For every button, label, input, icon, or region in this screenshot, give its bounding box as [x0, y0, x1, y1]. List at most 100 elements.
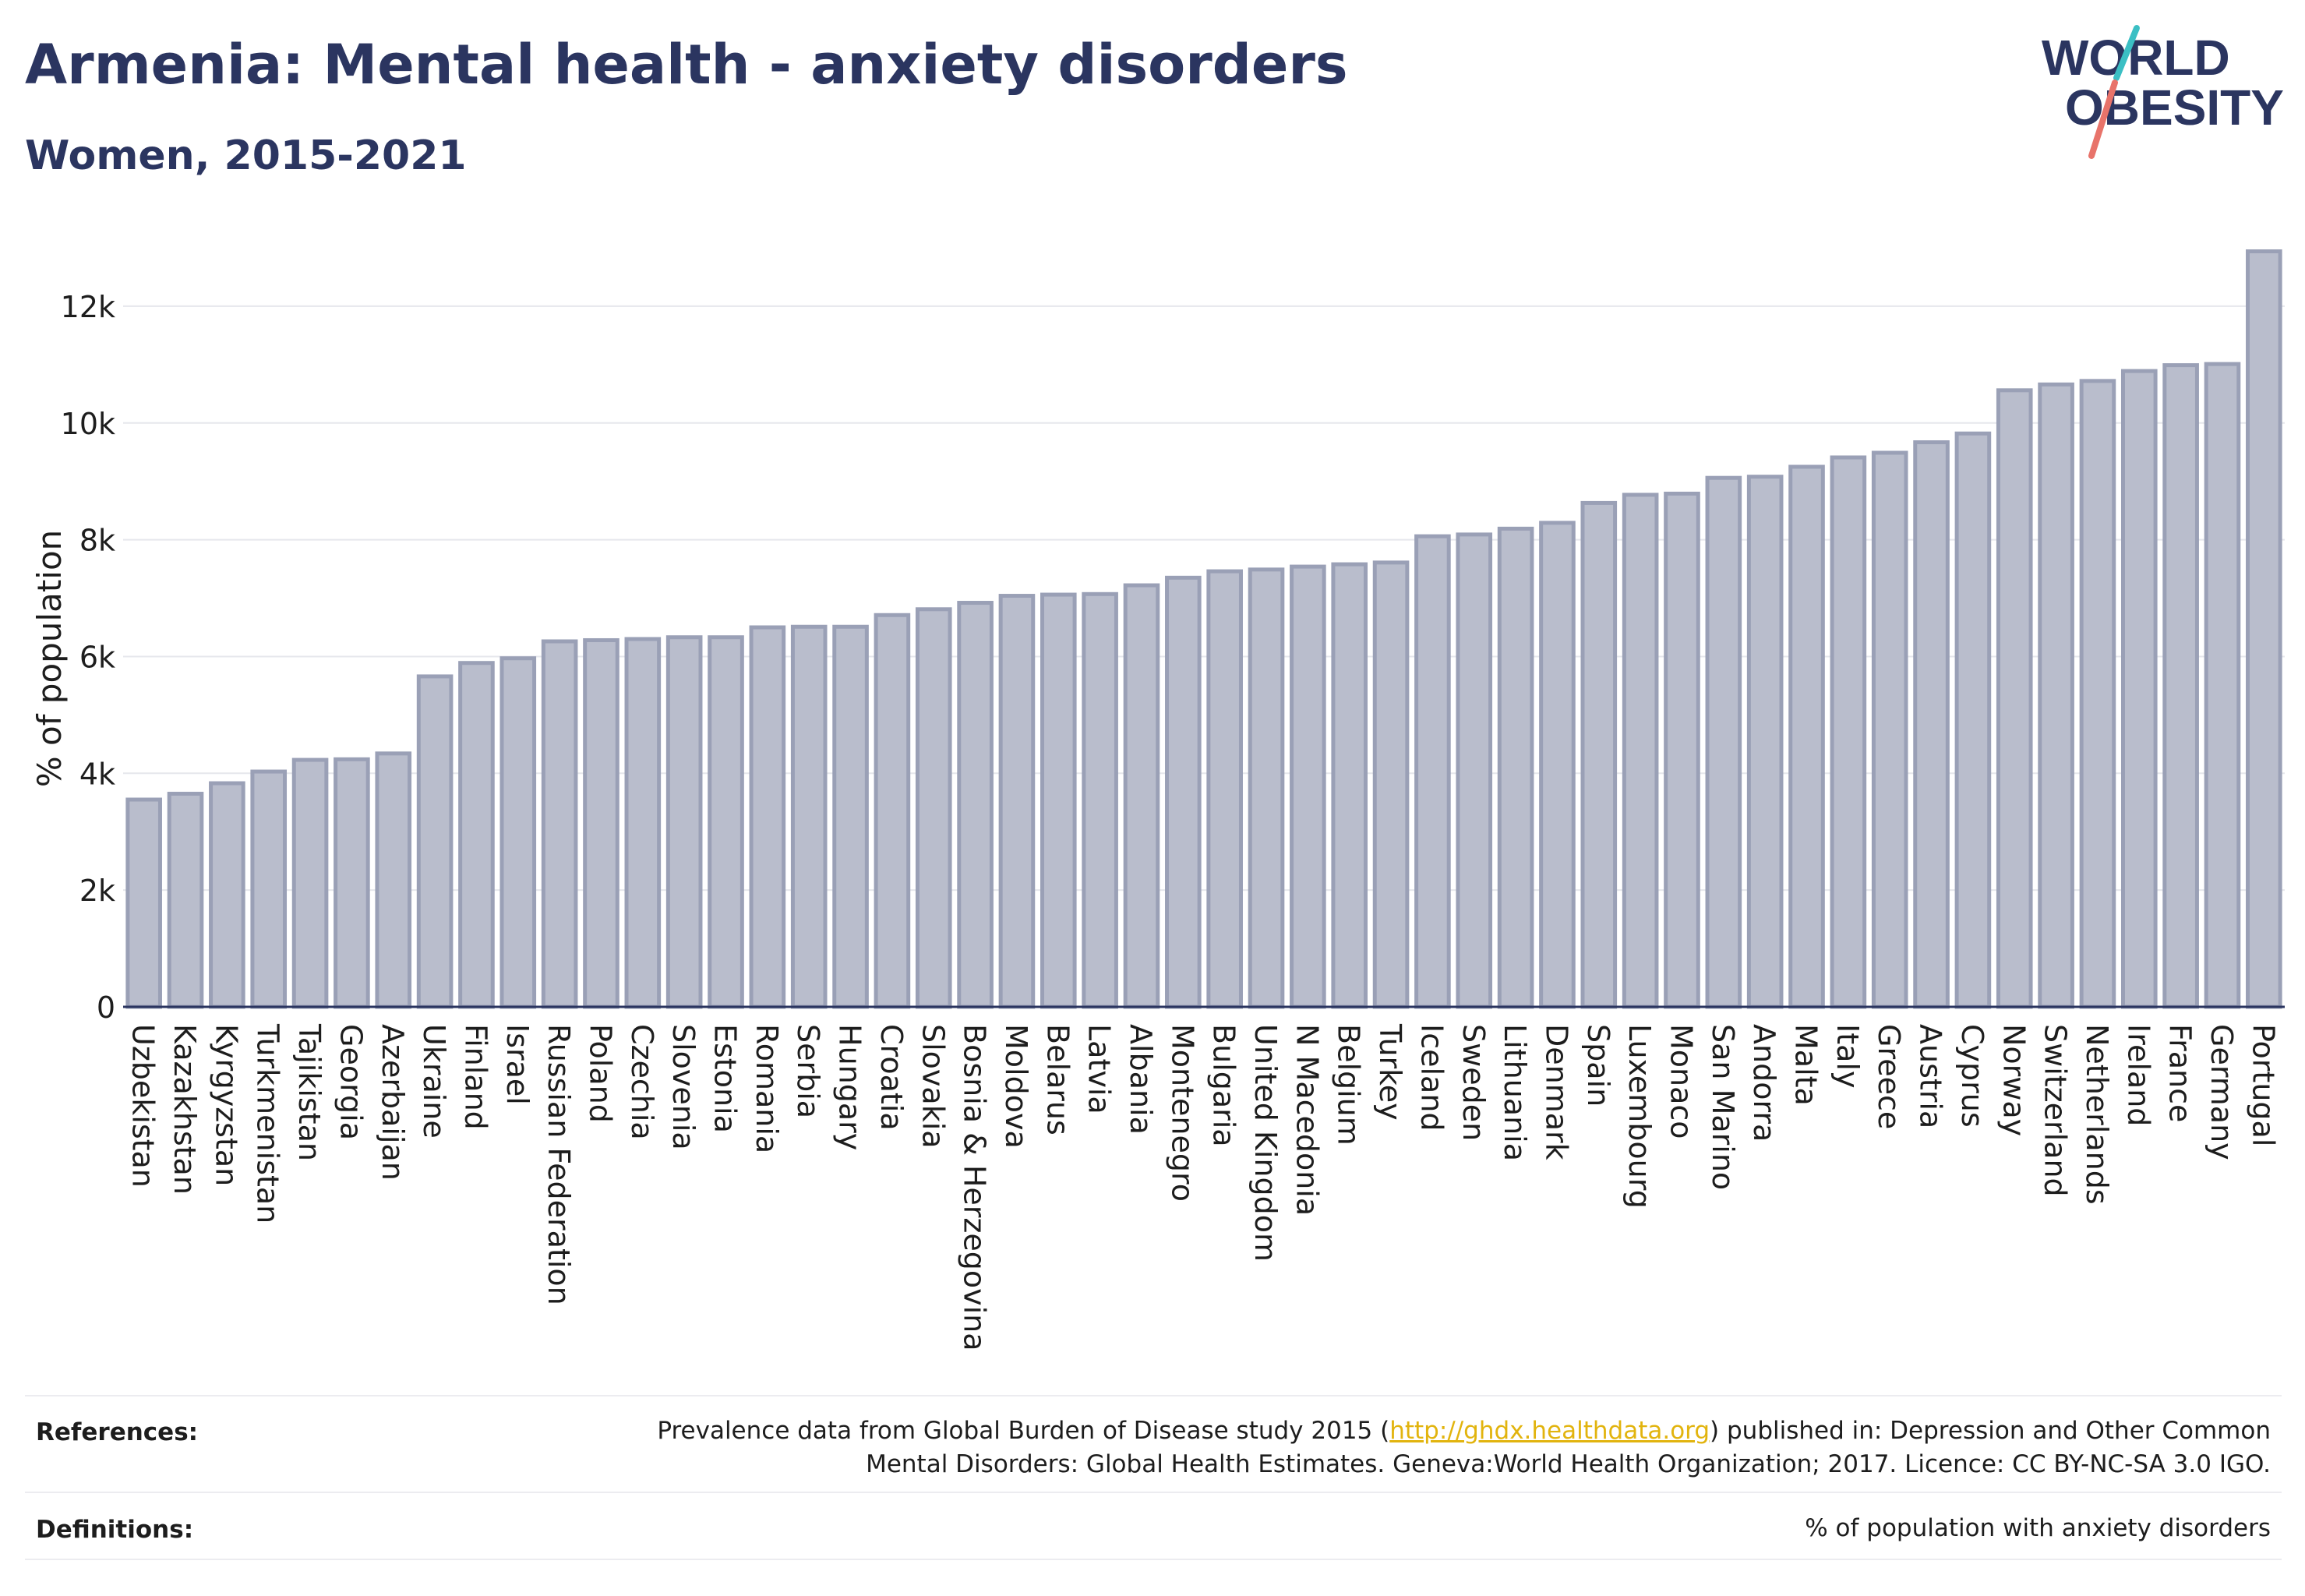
x-tick-label: Luxembourg — [1622, 1024, 1657, 1209]
x-tick-label: Italy — [1830, 1024, 1865, 1088]
divider-middle — [25, 1492, 2282, 1493]
x-tick-label: Belgium — [1332, 1024, 1366, 1146]
x-tick-label: Tajikistan — [292, 1023, 327, 1161]
bar-chart: 0 2k 4k 6k 8k 10k 12k Uzbekistan Kazakhstan Kyrg… — [30, 249, 2285, 1351]
x-tick-label: Spain — [1581, 1024, 1615, 1107]
bar — [499, 656, 537, 1009]
x-tick-label: Netherlands — [2080, 1024, 2114, 1205]
references-text-after: ) published in: Depression and Other Com… — [1710, 1417, 2271, 1445]
x-tick-label: Russian Federation — [542, 1024, 576, 1305]
bar — [1040, 592, 1077, 1009]
logo-word-world: WORLD — [2042, 30, 2230, 86]
references-text-line2: Mental Disorders: Global Health Estimate… — [866, 1450, 2271, 1478]
bar — [1372, 560, 1410, 1009]
bar — [1664, 491, 1700, 1009]
bar — [2038, 382, 2074, 1009]
bar — [125, 797, 162, 1009]
bar — [1746, 475, 1784, 1009]
x-tick-label: San Marino — [1706, 1024, 1740, 1190]
bar — [541, 639, 578, 1009]
world-obesity-logo: WORLD OBESITY — [2042, 25, 2284, 159]
y-axis-label: % of population — [30, 530, 69, 788]
logo-slash-teal — [2113, 25, 2140, 81]
bar — [583, 637, 619, 1009]
bar — [1788, 464, 1825, 1009]
bar — [375, 751, 412, 1009]
x-tick-label: Hungary — [833, 1024, 867, 1150]
bar — [1456, 532, 1493, 1009]
x-tick-label: France — [2163, 1024, 2197, 1122]
bar — [2120, 369, 2158, 1009]
bar — [1248, 567, 1285, 1009]
bar — [708, 635, 744, 1009]
x-tick-label: Serbia — [791, 1024, 825, 1118]
references-link[interactable]: http://ghdx.healthdata.org — [1389, 1417, 1710, 1445]
x-tick-label: Israel — [500, 1024, 535, 1105]
chart-subtitle: Women, 2015-2021 — [25, 132, 467, 179]
x-tick-label: Bosnia & Herzegovina — [958, 1024, 992, 1351]
y-tick-label: 2k — [79, 874, 115, 908]
references-text-before: Prevalence data from Global Burden of Di… — [657, 1417, 1390, 1445]
bar — [1954, 431, 1992, 1009]
bar — [1830, 455, 1867, 1009]
bar — [1539, 521, 1576, 1009]
bar — [2162, 363, 2199, 1009]
bar — [1871, 450, 1908, 1009]
bar — [1165, 575, 1202, 1009]
divider-top — [25, 1395, 2282, 1396]
x-tick-label: Slovakia — [916, 1024, 950, 1149]
bar — [874, 613, 911, 1009]
x-tick-label: Latvia — [1082, 1024, 1117, 1114]
x-tick-label: Albania — [1124, 1024, 1158, 1135]
bar — [291, 757, 329, 1009]
y-tick-label: 8k — [79, 524, 115, 558]
bar — [458, 661, 495, 1009]
bar — [1414, 534, 1451, 1009]
bars — [125, 249, 2282, 1009]
x-tick-label: N Macedonia — [1290, 1024, 1324, 1216]
bar — [624, 637, 662, 1009]
x-tick-label: Slovenia — [666, 1024, 701, 1150]
bar — [209, 781, 245, 1009]
x-tick-label: Andorra — [1747, 1024, 1781, 1142]
bar — [957, 601, 994, 1009]
definitions-label: Definitions: — [36, 1516, 194, 1544]
x-tick-label: Belarus — [1040, 1024, 1075, 1135]
x-tick-label: Czechia — [625, 1024, 659, 1140]
x-tick-label: Portugal — [2246, 1024, 2280, 1146]
bar — [2204, 362, 2241, 1009]
chart-title: Armenia: Mental health - anxiety disorde… — [25, 33, 1348, 97]
x-tick-label: Greece — [1872, 1024, 1906, 1129]
bar — [2079, 379, 2116, 1009]
bar — [1123, 583, 1160, 1009]
bar — [1622, 493, 1659, 1009]
y-tick-label: 10k — [61, 407, 115, 441]
y-tick-labels: 0 2k 4k 6k 8k 10k 12k — [61, 290, 115, 1025]
x-tick-label: Sweden — [1456, 1024, 1491, 1141]
bar — [416, 674, 454, 1009]
bar — [1082, 591, 1118, 1009]
x-tick-label: Monaco — [1664, 1024, 1698, 1139]
x-tick-label: Ireland — [2121, 1024, 2155, 1126]
bar — [1996, 388, 2033, 1009]
logo-slash-coral — [2088, 79, 2118, 159]
x-tick-label: Austria — [1914, 1024, 1948, 1128]
x-tick-label: Lithuania — [1498, 1024, 1532, 1161]
x-tick-label: Denmark — [1539, 1024, 1573, 1160]
bar — [1497, 526, 1534, 1009]
bar — [1580, 500, 1618, 1009]
references-text: Prevalence data from Global Burden of Di… — [478, 1414, 2271, 1481]
x-tick-label: Estonia — [708, 1024, 743, 1133]
y-tick-label: 6k — [79, 640, 115, 674]
bar — [665, 635, 703, 1009]
x-tick-label: Finland — [458, 1024, 492, 1130]
x-tick-label: Kyrgyzstan — [209, 1024, 243, 1186]
x-tick-label: Azerbaijan — [376, 1024, 410, 1181]
x-tick-label: Romania — [750, 1024, 784, 1153]
x-tick-label: Georgia — [334, 1024, 368, 1140]
x-tick-label: Uzbekistan — [126, 1024, 161, 1188]
x-tick-labels: Uzbekistan Kazakhstan Kyrgyzstan Turkmenist… — [126, 1023, 2281, 1351]
bar — [749, 625, 786, 1009]
bar — [2246, 249, 2282, 1009]
x-tick-label: United Kingdom — [1248, 1024, 1283, 1262]
